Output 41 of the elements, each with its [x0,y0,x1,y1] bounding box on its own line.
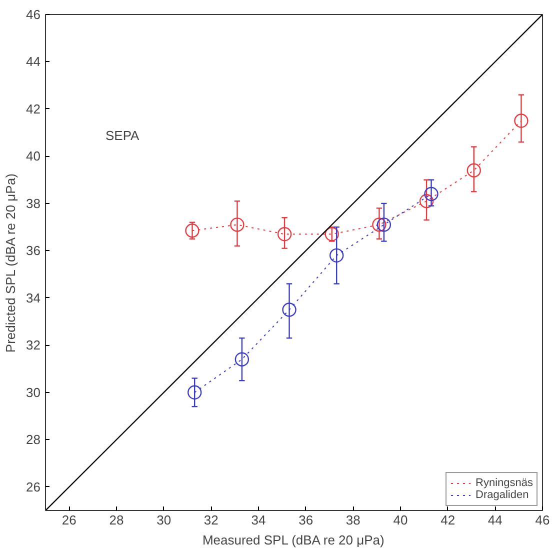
point [466,163,481,178]
y-axis-title: Predicted SPL (dBA re 20 μPa) [3,174,18,353]
point [514,114,528,128]
legend-label: Dragaliden [476,489,529,501]
x-axis-title: Measured SPL (dBA re 20 μPa) [202,532,384,548]
x-tick-label: 42 [440,512,456,528]
x-tick-label: 44 [488,512,502,528]
point [424,186,438,202]
point [185,224,200,238]
point [372,218,386,232]
y-tick-label: 46 [26,7,41,22]
y-tick-label: 38 [26,196,41,211]
x-tick-label: 36 [298,512,314,528]
point [330,248,344,262]
y-tick-label: 44 [26,54,41,70]
point [419,194,434,208]
y-tick-label: 36 [26,243,41,258]
y-tick-label: 42 [26,101,41,116]
y-tick-label: 40 [26,148,41,164]
point [277,227,292,242]
x-tick-label: 26 [62,512,76,528]
y-tick-label: 32 [26,338,41,353]
legend-label: Ryningsnäs [476,477,533,489]
point [234,352,250,366]
point [188,385,202,400]
x-tick-label: 28 [109,512,124,528]
x-tick-label: 30 [156,512,172,528]
y-tick-label: 30 [26,384,41,400]
x-tick-label: 34 [251,512,266,528]
x-tick-label: 32 [204,512,218,528]
x-tick-label: 38 [346,512,360,528]
x-tick-label: 46 [535,512,550,528]
point [282,302,296,317]
point [324,227,339,242]
x-tick-label: 40 [393,512,408,528]
annotation: SEPA [106,128,140,143]
y-tick-label: 28 [26,432,41,448]
point [376,218,392,232]
y-tick-label: 26 [26,479,41,494]
point [230,218,244,232]
y-tick-label: 34 [26,290,41,306]
